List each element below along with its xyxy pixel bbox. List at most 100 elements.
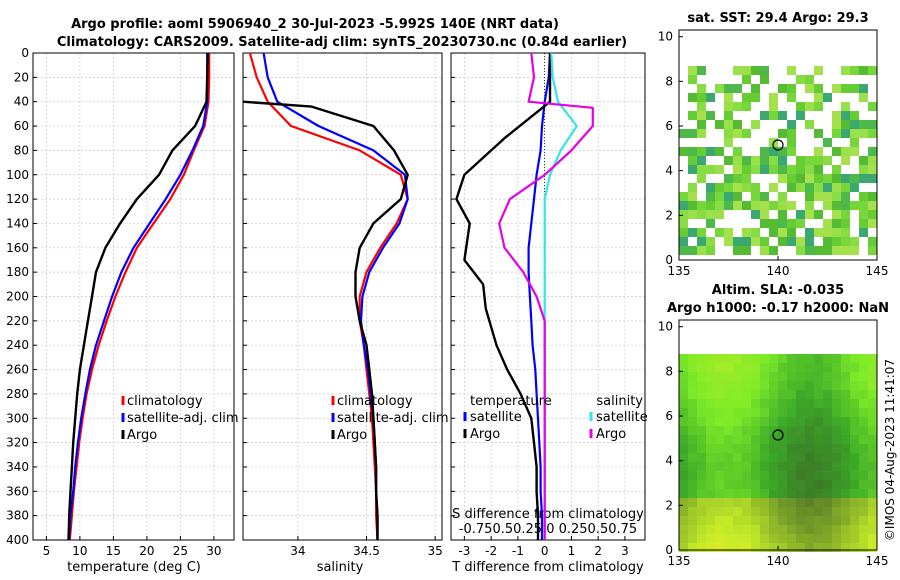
sst-map-cell <box>868 219 877 228</box>
sla-map-cell <box>688 390 697 399</box>
sst-map-cell <box>688 129 697 138</box>
sst-map-cell <box>823 228 832 237</box>
sst-map-cell <box>832 120 841 129</box>
sla-map-cell <box>742 498 751 507</box>
sst-map-cell <box>769 156 778 165</box>
sla-map-cell <box>796 498 805 507</box>
sst-map-cell <box>724 174 733 183</box>
sla-map-cell <box>796 489 805 498</box>
sla-map-cell <box>724 489 733 498</box>
sst-map-cell <box>823 156 832 165</box>
sst-map-panel: sat. SST: 29.4 Argo: 29.3 135 140 145 0 2 4 6 8… <box>658 11 889 278</box>
sst-map-cell <box>787 165 796 174</box>
sla-map-cell <box>715 381 724 390</box>
sst-map-cell <box>724 228 733 237</box>
sst-map-cell <box>841 219 850 228</box>
sst-map-cell <box>733 129 742 138</box>
sla-map-cell <box>778 453 787 462</box>
sla-map-cell <box>706 390 715 399</box>
sst-map-cell <box>868 102 877 111</box>
sla-map-cell <box>805 426 814 435</box>
sla-map-cell <box>850 462 859 471</box>
sst-map-argo-marker <box>772 139 784 151</box>
sst-map-cell <box>778 174 787 183</box>
sst-map-cell <box>832 192 841 201</box>
legend-label: satellite <box>470 410 522 425</box>
map-y-tick-label: 6 <box>665 119 673 133</box>
sla-map-cell <box>688 507 697 516</box>
sst-map-cell <box>769 183 778 192</box>
sla-map-cell <box>805 489 814 498</box>
sla-map-cell <box>769 543 778 552</box>
sla-map-cell <box>823 381 832 390</box>
salinity-panel: salinity 34 34.5 35 climatology satellite-ad… <box>242 52 449 575</box>
sst-map-cell <box>742 93 751 102</box>
depth-tick-label: 280 <box>6 387 29 401</box>
x-tick-label: 20 <box>139 544 154 558</box>
sla-map-cell <box>841 417 850 426</box>
sst-map-cell <box>787 66 796 75</box>
sla-map-cell <box>715 480 724 489</box>
sla-map-cell <box>715 363 724 372</box>
sst-map-cell <box>742 237 751 246</box>
sla-map-cell <box>805 453 814 462</box>
legend-label: Argo <box>127 428 157 443</box>
series-line-argo <box>242 100 409 540</box>
depth-tick-label: 120 <box>6 192 29 206</box>
temperature-x-label: temperature (deg C) <box>67 560 201 575</box>
sla-map-cell <box>733 363 742 372</box>
sst-map-cell <box>796 156 805 165</box>
sla-map-cell <box>796 480 805 489</box>
depth-tick-label: 380 <box>6 509 29 523</box>
sst-map-cell <box>805 84 814 93</box>
sla-map-cell <box>715 372 724 381</box>
sla-map-cell <box>796 516 805 525</box>
sst-map-cell <box>841 183 850 192</box>
figure-title-line1: Argo profile: aoml 5906940_2 30-Jul-2023… <box>71 17 559 32</box>
depth-tick-label: 80 <box>14 143 29 157</box>
sla-map-cell <box>778 426 787 435</box>
sst-map-cell <box>787 237 796 246</box>
sla-map-cell <box>742 462 751 471</box>
sst-map-cell <box>706 93 715 102</box>
sst-map-cell <box>850 129 859 138</box>
x-tick-label: 34 <box>290 544 305 558</box>
sla-map-cell <box>841 444 850 453</box>
sla-map-cell <box>760 372 769 381</box>
sla-map-cell <box>706 507 715 516</box>
sla-map-cell <box>760 399 769 408</box>
sla-map-cell <box>769 435 778 444</box>
sla-map-cell <box>796 525 805 534</box>
sla-map-cell <box>706 444 715 453</box>
sst-map-cell <box>688 75 697 84</box>
sla-map-cell <box>760 390 769 399</box>
sla-map-cell <box>724 408 733 417</box>
sla-map-cell <box>787 525 796 534</box>
series-line-salinity-argo <box>498 52 594 540</box>
sst-map-cell <box>805 174 814 183</box>
sla-map-cell <box>841 372 850 381</box>
sst-map-cell <box>769 102 778 111</box>
sla-map-cell <box>688 543 697 552</box>
sla-map-cell <box>841 381 850 390</box>
sst-map-cell <box>688 147 697 156</box>
sst-map-cell <box>850 111 859 120</box>
legend-salinity-header: salinity <box>596 394 643 409</box>
sla-map-cell <box>769 471 778 480</box>
sla-map-cell <box>859 417 868 426</box>
sla-map-cell <box>733 453 742 462</box>
sst-map-cell <box>742 156 751 165</box>
depth-tick-label: 160 <box>6 241 29 255</box>
sla-map-cell <box>742 426 751 435</box>
sla-map-cell <box>715 354 724 363</box>
map-y-tick-label: 10 <box>658 320 673 334</box>
sla-map-cell <box>832 399 841 408</box>
sst-map-cell <box>796 111 805 120</box>
sst-map-cell <box>688 201 697 210</box>
legend-label: climatology <box>127 394 203 409</box>
sst-map-cell <box>760 237 769 246</box>
sst-map-cell <box>715 210 724 219</box>
sla-map-cell <box>697 525 706 534</box>
sst-map-cell <box>724 138 733 147</box>
sst-map-cell <box>832 147 841 156</box>
